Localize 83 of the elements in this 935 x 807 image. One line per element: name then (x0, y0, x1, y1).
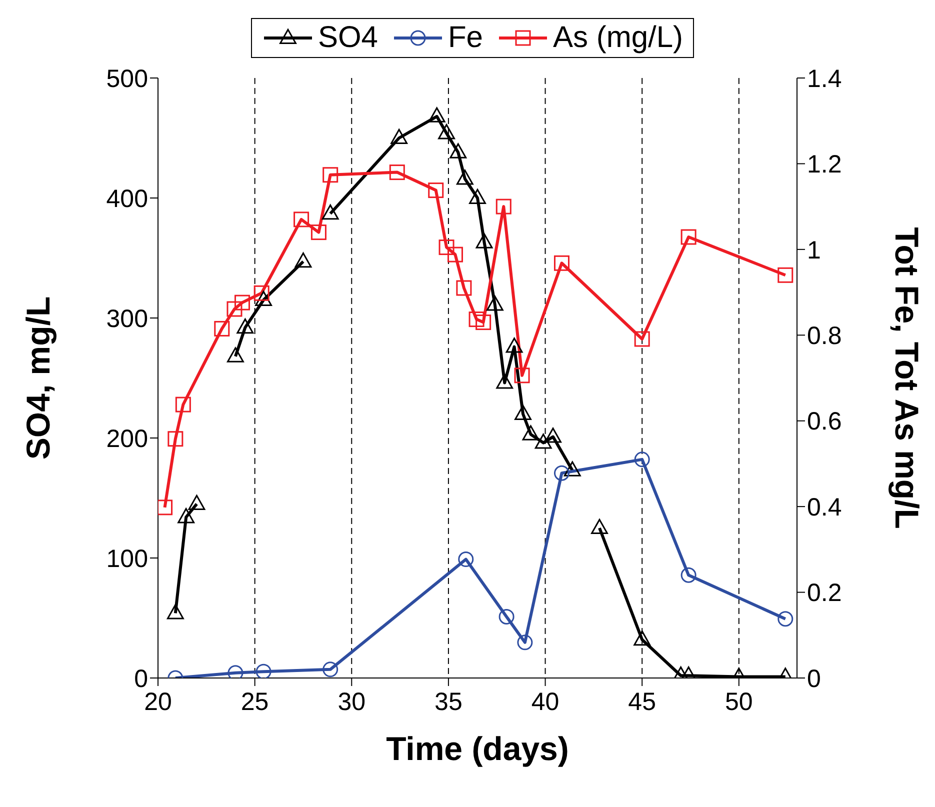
y-tick-label: 400 (106, 184, 148, 213)
point (227, 347, 244, 362)
legend-label: Fe (448, 21, 483, 55)
point (476, 314, 492, 330)
point (514, 368, 530, 384)
point (428, 182, 444, 198)
point (322, 204, 339, 220)
point (255, 290, 272, 306)
point (188, 494, 206, 510)
point (486, 296, 504, 311)
legend-label: As (mg/L) (553, 21, 684, 55)
point (456, 280, 472, 296)
point (564, 461, 581, 476)
point (236, 318, 254, 334)
point (168, 431, 184, 447)
point (458, 552, 474, 568)
y2-tick-label: 0.6 (807, 408, 842, 436)
y2-tick-label: 1.2 (807, 150, 842, 179)
point (158, 500, 173, 516)
point (438, 240, 454, 256)
point (322, 167, 338, 183)
point (498, 608, 514, 624)
point (522, 425, 540, 440)
point (496, 374, 514, 389)
point (178, 508, 195, 524)
point (591, 518, 608, 534)
y2-tick-label: 1.4 (807, 64, 842, 93)
point (447, 246, 463, 262)
point (468, 312, 484, 328)
point (469, 188, 486, 204)
y2-tick-label: 0.4 (807, 493, 842, 522)
point (226, 301, 242, 317)
point (476, 233, 493, 248)
point (428, 107, 446, 122)
point (175, 396, 191, 412)
x-tick-label: 30 (338, 688, 366, 716)
x-tick-label: 40 (531, 688, 560, 716)
x-tick-label: 25 (240, 688, 269, 716)
point (456, 170, 474, 185)
point (634, 452, 650, 468)
point (228, 665, 244, 678)
point (254, 285, 270, 301)
y2-tick-label: 0 (807, 664, 821, 693)
y-tick-label: 300 (106, 304, 148, 333)
point (534, 434, 552, 449)
x-tick-label: 45 (628, 688, 656, 716)
legend-label: SO4 (318, 21, 378, 55)
point (680, 229, 696, 245)
x-tick-label: 35 (434, 688, 462, 716)
point (390, 128, 408, 144)
x-axis-title: Time (days) (386, 730, 569, 767)
point (496, 198, 512, 214)
point (234, 294, 250, 310)
point (517, 634, 533, 650)
point (514, 404, 532, 420)
point (554, 465, 570, 481)
point (294, 252, 312, 268)
point (450, 143, 467, 158)
y2-tick-label: 0.8 (807, 322, 842, 350)
point (778, 267, 794, 283)
point (389, 164, 405, 180)
y-tick-label: 200 (106, 424, 148, 453)
point (634, 331, 650, 347)
point (506, 338, 523, 353)
point (310, 224, 326, 240)
y2-tick-label: 0.2 (807, 579, 842, 608)
y-tick-label: 500 (106, 64, 148, 93)
point (438, 124, 455, 140)
y-axis-title: SO4, mg/L (20, 296, 57, 460)
point (680, 567, 696, 583)
point (256, 664, 272, 678)
y2-tick-label: 1 (807, 236, 821, 264)
point (778, 611, 794, 627)
point (294, 212, 310, 228)
x-tick-label: 50 (725, 688, 753, 716)
y-tick-label: 100 (106, 544, 148, 573)
point (166, 604, 184, 620)
point (634, 630, 651, 646)
point (544, 428, 562, 443)
point (554, 255, 570, 271)
point (322, 662, 338, 678)
y2-axis-title: Tot Fe, Tot As mg/L (888, 227, 926, 529)
point (214, 320, 230, 336)
